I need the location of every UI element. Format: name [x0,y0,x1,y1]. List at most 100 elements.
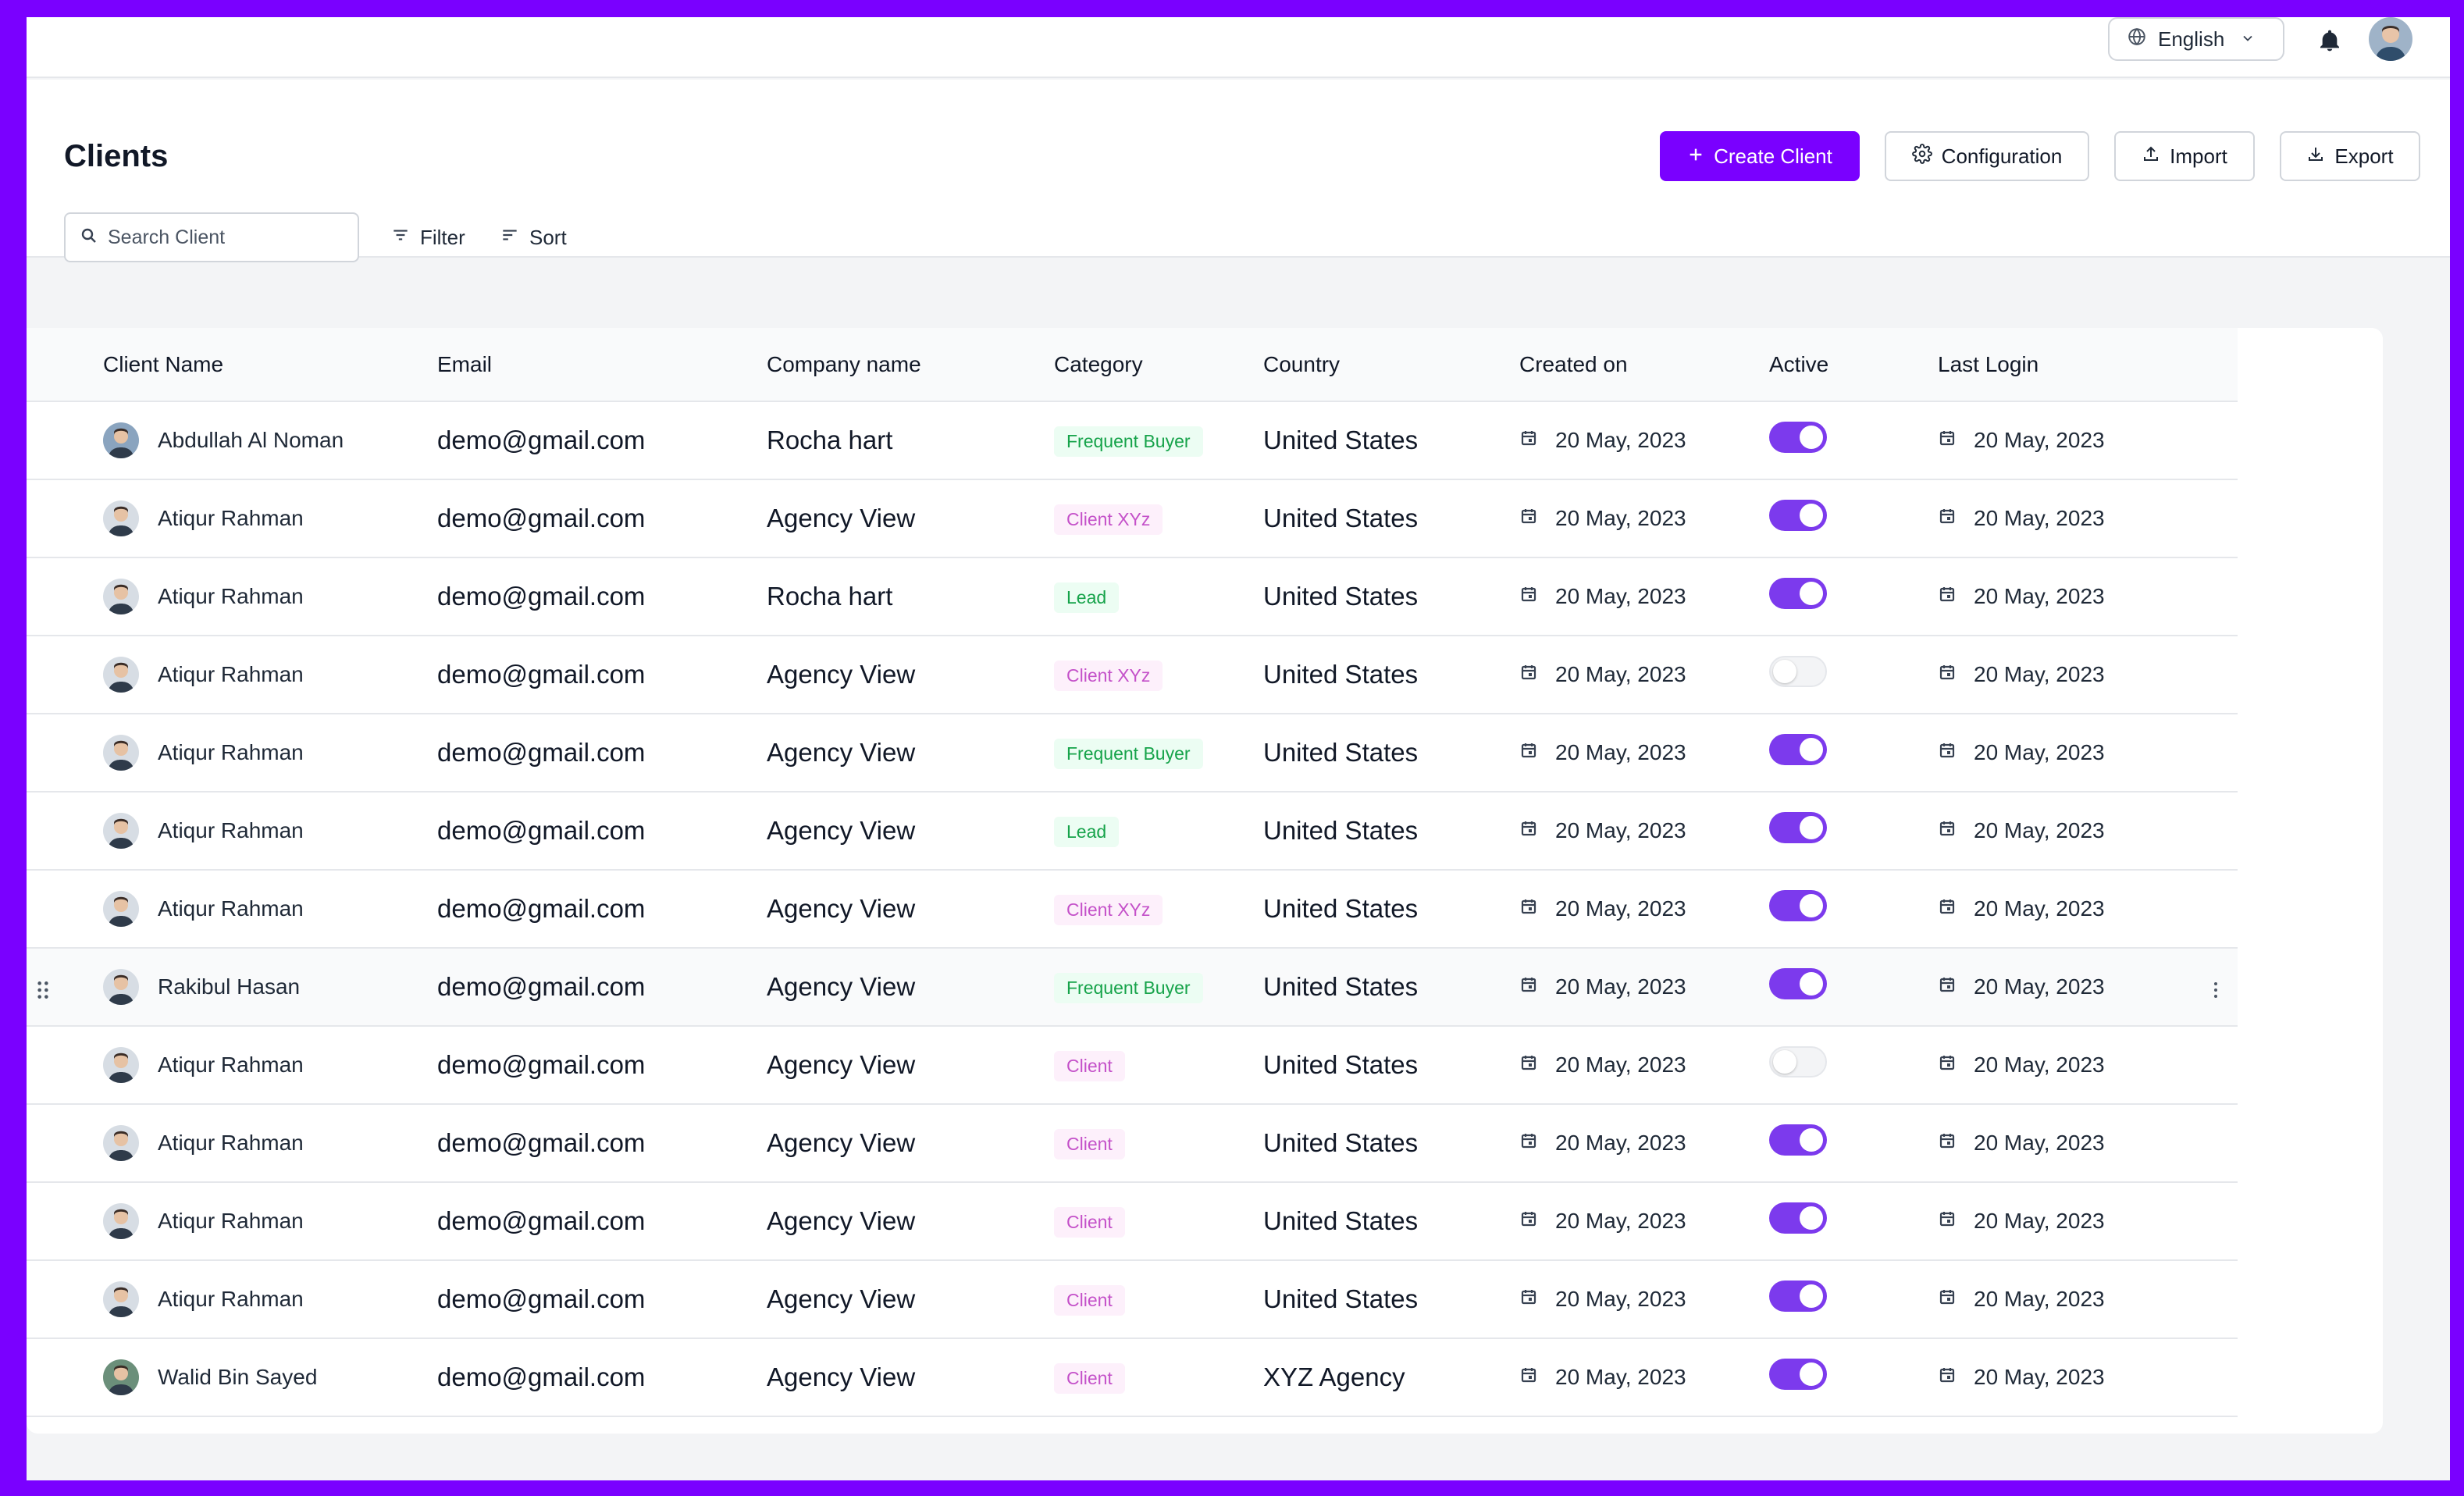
active-toggle[interactable] [1769,1281,1827,1312]
create-client-button[interactable]: Create Client [1660,131,1860,181]
client-name-cell: Rakibul Hasan [103,948,437,1027]
table-row[interactable]: Walid Bin Sayed demo@gmail.com Agency View… [27,1338,2238,1417]
column-email[interactable]: Email [437,328,767,402]
client-name[interactable]: Walid Bin Sayed [158,1365,318,1389]
table-row[interactable]: Atiqur Rahman demo@gmail.com Agency View Cl… [27,870,2238,949]
last-login-cell: 20 May, 2023 [1938,792,2238,871]
active-toggle[interactable] [1769,578,1827,609]
active-cell [1769,1182,1938,1261]
calendar-icon [1519,584,1538,609]
calendar-icon [1519,974,1538,999]
active-cell [1769,557,1938,636]
last-login-cell: 20 May, 2023 [1938,1104,2238,1183]
active-toggle[interactable] [1769,812,1827,843]
client-name[interactable]: Atiqur Rahman [158,896,304,921]
table-row[interactable]: Atiqur Rahman demo@gmail.com Agency View Cl… [27,1104,2238,1183]
client-name[interactable]: Atiqur Rahman [158,1131,304,1155]
language-selector[interactable]: English [2108,17,2284,61]
client-name[interactable]: Atiqur Rahman [158,740,304,764]
email-cell: demo@gmail.com [437,1260,767,1339]
email-cell: demo@gmail.com [437,401,767,480]
table-row[interactable]: Atiqur Rahman demo@gmail.com Agency View Cl… [27,1026,2238,1105]
table-row[interactable]: Abdullah Al Noman demo@gmail.com Rocha har… [27,401,2238,480]
bell-icon[interactable] [2313,23,2347,58]
created-on-cell: 20 May, 2023 [1519,401,1769,480]
last-login-cell: 20 May, 2023 [1938,1182,2238,1261]
row-handle-cell [27,948,103,1027]
row-handle-cell [27,792,103,871]
table-row[interactable]: Atiqur Rahman demo@gmail.com Agency View Cl… [27,636,2238,714]
active-toggle[interactable] [1769,500,1827,531]
search-input[interactable] [108,226,342,249]
created-on-cell: 20 May, 2023 [1519,1104,1769,1183]
gear-icon [1911,143,1932,169]
active-toggle[interactable] [1769,656,1827,687]
column-company-name[interactable]: Company name [767,328,1054,402]
client-name[interactable]: Atiqur Rahman [158,662,304,686]
column-active[interactable]: Active [1769,328,1938,402]
avatar [103,1359,139,1395]
company-cell: Agency View [767,1026,1054,1105]
sort-button[interactable]: Sort [500,217,567,258]
calendar-icon [1938,896,1957,921]
export-button[interactable]: Export [2280,131,2420,181]
created-on-cell: 20 May, 2023 [1519,1338,1769,1417]
table-row[interactable]: Rakibul Hasan demo@gmail.com Agency View Fr… [27,948,2238,1027]
country-cell: United States [1263,1026,1519,1105]
row-handle-cell [27,479,103,558]
client-name[interactable]: Atiqur Rahman [158,1209,304,1233]
active-cell [1769,948,1938,1027]
client-name-cell: Atiqur Rahman [103,557,437,636]
category-badge: Client [1054,1363,1125,1394]
table-row[interactable]: Atiqur Rahman demo@gmail.com Agency View Fr… [27,714,2238,793]
created-on-date: 20 May, 2023 [1555,1287,1686,1311]
column-category[interactable]: Category [1054,328,1263,402]
row-handle-cell [27,636,103,714]
column-country[interactable]: Country [1263,328,1519,402]
active-toggle[interactable] [1769,968,1827,999]
filter-button[interactable]: Filter [390,217,465,258]
active-cell [1769,401,1938,480]
active-toggle[interactable] [1769,890,1827,921]
import-button[interactable]: Import [2114,131,2255,181]
column-created-on[interactable]: Created on [1519,328,1769,402]
category-badge: Frequent Buyer [1054,739,1203,769]
table-row[interactable]: Atiqur Rahman demo@gmail.com Rocha hart Lea… [27,557,2238,636]
country-cell: United States [1263,636,1519,714]
more-options-icon[interactable] [2213,977,2219,1006]
client-name[interactable]: Atiqur Rahman [158,584,304,608]
avatar [103,969,139,1005]
table-row[interactable]: Atiqur Rahman demo@gmail.com Agency View Le… [27,792,2238,871]
client-name[interactable]: Atiqur Rahman [158,1287,304,1311]
configuration-button[interactable]: Configuration [1885,131,2089,181]
table-row[interactable]: Atiqur Rahman demo@gmail.com Agency View Cl… [27,1182,2238,1261]
country-cell: United States [1263,948,1519,1027]
column-last-login[interactable]: Last Login [1938,328,2238,402]
avatar [103,891,139,927]
created-on-cell: 20 May, 2023 [1519,1182,1769,1261]
active-toggle[interactable] [1769,1202,1827,1234]
drag-handle-icon[interactable] [36,977,50,1006]
column-client-name[interactable]: Client Name [103,328,437,402]
table-row[interactable]: Atiqur Rahman demo@gmail.com Agency View Cl… [27,1260,2238,1339]
chevron-down-icon [2240,27,2256,52]
active-toggle[interactable] [1769,1359,1827,1390]
client-name[interactable]: Abdullah Al Noman [158,428,344,452]
active-toggle[interactable] [1769,734,1827,765]
company-cell: Agency View [767,948,1054,1027]
user-avatar[interactable] [2369,17,2412,61]
category-badge: Client [1054,1285,1125,1316]
client-name[interactable]: Rakibul Hasan [158,974,301,999]
active-toggle[interactable] [1769,1046,1827,1077]
active-toggle[interactable] [1769,1124,1827,1156]
country-cell: United States [1263,1182,1519,1261]
active-toggle[interactable] [1769,422,1827,453]
client-name[interactable]: Atiqur Rahman [158,1053,304,1077]
row-handle-cell [27,1026,103,1105]
client-name[interactable]: Atiqur Rahman [158,818,304,842]
category-badge: Client XYz [1054,661,1163,691]
row-handle-cell [27,1104,103,1183]
client-name[interactable]: Atiqur Rahman [158,506,304,530]
avatar [103,500,139,536]
table-row[interactable]: Atiqur Rahman demo@gmail.com Agency View Cl… [27,479,2238,558]
